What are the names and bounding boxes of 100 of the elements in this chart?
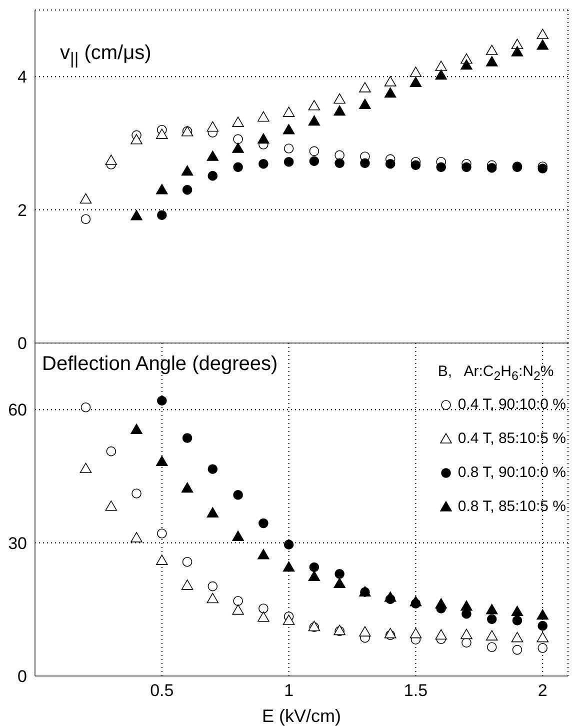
point	[538, 620, 548, 631]
point	[258, 158, 268, 169]
point	[258, 548, 270, 560]
point	[309, 562, 320, 572]
point	[334, 105, 346, 116]
point	[410, 76, 422, 87]
point	[536, 39, 549, 50]
legend-label: 0.4 T, 85:10:5 %	[458, 430, 566, 446]
point	[282, 614, 295, 625]
point	[511, 46, 524, 56]
point	[512, 616, 522, 626]
point	[308, 100, 320, 110]
point	[410, 596, 422, 606]
point	[511, 38, 524, 50]
point	[208, 581, 218, 592]
point	[334, 158, 344, 168]
point	[334, 568, 344, 579]
legend-title: B, Ar:C$_{2}$H$_{6}$:N$_{2}$%	[438, 363, 555, 383]
x-axis-title: E (kV/cm)	[262, 706, 341, 726]
point	[511, 632, 524, 642]
point	[359, 82, 371, 92]
text: v$_{||}$ (cm/μs)	[60, 42, 152, 69]
point	[206, 150, 219, 161]
point	[157, 528, 167, 538]
point	[536, 28, 549, 40]
point	[181, 482, 194, 493]
y-tick-label: 0	[18, 667, 27, 686]
point	[284, 156, 294, 167]
point	[233, 162, 243, 172]
point	[436, 162, 446, 172]
point	[511, 606, 524, 616]
point	[282, 561, 295, 572]
point	[435, 60, 447, 72]
point	[486, 630, 498, 640]
point	[410, 628, 422, 638]
point	[410, 66, 422, 78]
point	[460, 600, 472, 611]
point	[258, 518, 268, 528]
point	[80, 402, 91, 412]
point	[181, 580, 194, 590]
legend-label: 0.8 T, 90:10:0 %	[458, 464, 566, 480]
point	[334, 578, 346, 588]
point	[435, 598, 447, 608]
point	[410, 160, 421, 170]
point	[512, 644, 522, 655]
point	[258, 604, 268, 614]
x-tick-label: 0.5	[150, 681, 174, 700]
point	[460, 628, 472, 640]
point	[384, 592, 396, 602]
point	[359, 626, 371, 636]
point	[233, 490, 243, 500]
point	[486, 162, 497, 173]
point	[206, 121, 219, 132]
point	[359, 98, 371, 109]
point	[157, 396, 167, 406]
x-tick-label: 1	[284, 681, 294, 700]
point	[206, 507, 219, 518]
point	[435, 629, 447, 640]
point	[132, 488, 142, 498]
point	[308, 570, 320, 581]
point	[80, 214, 91, 224]
point	[80, 193, 92, 204]
point	[156, 456, 168, 466]
point	[130, 532, 142, 542]
point	[309, 156, 320, 166]
text: Deflection Angle (degrees)	[42, 353, 278, 376]
point	[486, 604, 498, 614]
y-tick-label: 0	[18, 334, 27, 354]
point	[486, 44, 498, 56]
point	[308, 115, 320, 126]
point	[309, 146, 320, 156]
point	[130, 424, 142, 434]
point	[232, 142, 244, 153]
point	[282, 106, 295, 117]
point	[334, 150, 344, 160]
point	[130, 210, 142, 220]
point	[462, 638, 472, 648]
point	[233, 596, 243, 606]
point	[156, 184, 168, 194]
point	[360, 158, 370, 168]
y-tick-label: 4	[18, 68, 27, 87]
point	[182, 556, 192, 567]
point	[462, 162, 472, 172]
point	[435, 69, 447, 80]
point	[156, 128, 168, 139]
y-tick-label: 2	[18, 200, 27, 220]
point	[284, 144, 294, 154]
point	[182, 184, 192, 195]
point	[156, 554, 168, 565]
point	[282, 124, 295, 134]
y-tick-label: 60	[8, 400, 27, 420]
point	[181, 165, 194, 176]
point	[258, 611, 270, 622]
point	[232, 116, 244, 127]
y-tick-label: 30	[8, 534, 27, 553]
point	[460, 59, 472, 70]
point	[284, 540, 294, 550]
point	[105, 500, 118, 511]
point	[536, 632, 549, 642]
point	[334, 93, 346, 104]
